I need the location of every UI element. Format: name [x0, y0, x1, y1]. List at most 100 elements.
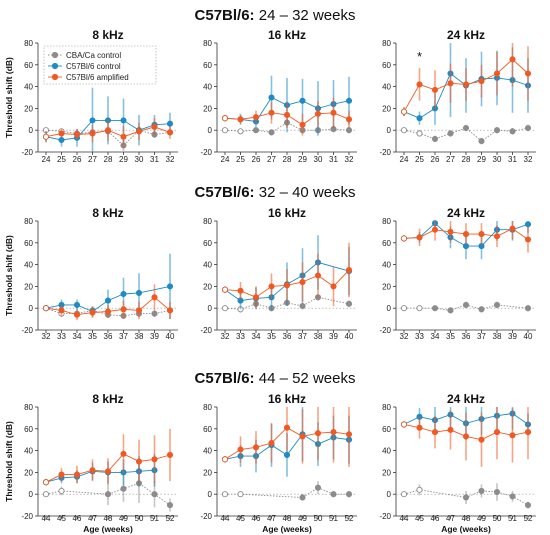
- data-point: [299, 97, 306, 104]
- y-tick-label: 60: [203, 425, 212, 434]
- x-tick-label: 31: [150, 155, 159, 164]
- x-tick-label: 28: [283, 155, 292, 164]
- legend-marker: [51, 62, 59, 70]
- x-tick-label: 51: [150, 514, 159, 523]
- y-tick-label: 60: [382, 61, 391, 70]
- data-point: [120, 117, 127, 124]
- data-point: [252, 294, 260, 301]
- data-point: [237, 116, 244, 123]
- data-point: [416, 486, 423, 493]
- x-tick-label: 39: [150, 332, 159, 341]
- data-point: [493, 127, 501, 134]
- y-tick-label: -20: [200, 326, 212, 335]
- x-tick-label: 34: [431, 332, 440, 341]
- x-tick-label: 44: [400, 514, 409, 523]
- x-tick-label: 25: [415, 155, 424, 164]
- chart-panel: 8 kHz -20 0 20 40 60 80 24 25 26 27 28 29 30 31 32 Thres…: [4, 28, 178, 164]
- data-point: [462, 124, 470, 132]
- x-tick-label: 31: [329, 155, 338, 164]
- data-point: [345, 300, 353, 307]
- y-tick-label: 20: [24, 104, 33, 113]
- data-point: [58, 487, 65, 494]
- y-tick-label: 60: [24, 425, 33, 434]
- chart-panel: 16 kHz -20 0 20 40 60 80 24 25 26 27 28 29 30 31 32: [200, 28, 357, 164]
- x-tick-label: 49: [119, 514, 128, 523]
- x-tick-label: 35: [446, 332, 455, 341]
- data-point: [345, 127, 353, 134]
- y-tick-label: 20: [382, 282, 391, 291]
- data-point: [478, 487, 485, 494]
- x-tick-label: 26: [252, 155, 261, 164]
- data-point: [524, 502, 532, 509]
- data-point: [221, 305, 229, 312]
- x-tick-label: 37: [477, 332, 486, 341]
- data-point: [135, 458, 143, 465]
- data-point: [478, 231, 485, 238]
- data-point: [151, 491, 158, 498]
- data-point: [314, 484, 322, 491]
- x-tick-label: 45: [236, 514, 245, 523]
- legend-box: [43, 45, 157, 85]
- x-tick-label: 40: [524, 332, 533, 341]
- y-tick-label: 20: [24, 468, 33, 477]
- row-title-range: 44 – 52 weeks: [255, 370, 356, 387]
- x-tick-label: 33: [236, 332, 245, 341]
- y-tick-label: 0: [208, 490, 213, 499]
- row-title: C57Bl/6: 32 – 40 weeks: [195, 184, 356, 201]
- x-tick-label: 52: [345, 514, 354, 523]
- data-point: [462, 81, 470, 88]
- series-line: [225, 487, 349, 498]
- x-tick-label: 48: [104, 514, 113, 523]
- row-title-range: 32 – 40 weeks: [255, 184, 356, 201]
- x-tick-label: 34: [252, 332, 261, 341]
- x-tick-label: 36: [283, 332, 292, 341]
- y-tick-label: 20: [382, 104, 391, 113]
- x-tick-label: 30: [135, 155, 144, 164]
- data-point: [431, 429, 439, 436]
- data-point: [345, 116, 353, 123]
- data-point: [151, 456, 158, 463]
- x-tick-label: 25: [57, 155, 66, 164]
- data-point: [524, 124, 532, 132]
- y-tick-label: 60: [203, 61, 212, 70]
- row-title-bold: C57Bl/6:: [195, 7, 255, 24]
- y-tick-label: 60: [24, 61, 33, 70]
- x-tick-label: 50: [314, 514, 323, 523]
- data-point: [447, 307, 454, 314]
- data-point: [283, 451, 291, 459]
- x-tick-label: 24: [221, 155, 230, 164]
- data-point: [89, 309, 96, 316]
- data-point: [462, 301, 470, 308]
- y-tick-label: 40: [382, 83, 391, 92]
- x-tick-label: 33: [415, 332, 424, 341]
- data-point: [416, 424, 423, 431]
- data-point: [509, 56, 516, 63]
- data-point: [400, 305, 408, 312]
- y-axis-label: Threshold shift (dB): [4, 421, 14, 502]
- y-tick-label: 20: [203, 104, 212, 113]
- x-tick-label: 38: [314, 332, 323, 341]
- y-tick-label: 40: [382, 261, 391, 270]
- y-tick-label: -20: [379, 148, 391, 157]
- y-tick-label: -20: [21, 512, 33, 521]
- data-point: [524, 429, 532, 436]
- legend-label: C57Bl/6 control: [66, 62, 121, 71]
- x-tick-label: 25: [236, 155, 245, 164]
- data-point: [431, 305, 439, 312]
- data-point: [509, 432, 516, 439]
- data-point: [462, 433, 470, 440]
- y-tick-label: 80: [24, 217, 33, 226]
- x-tick-label: 52: [166, 514, 175, 523]
- data-point: [416, 234, 423, 241]
- x-tick-label: 32: [42, 332, 51, 341]
- x-tick-label: 35: [88, 332, 97, 341]
- data-point: [151, 310, 158, 317]
- y-tick-label: 40: [24, 261, 33, 270]
- x-tick-label: 44: [221, 514, 230, 523]
- chart-panel: 24 kHz -20 0 20 40 60 80 32 33 34 35 36 37 38 39 40: [379, 206, 536, 341]
- data-point: [104, 468, 112, 475]
- data-point: [345, 491, 353, 498]
- x-tick-label: 26: [73, 155, 82, 164]
- row-title-bold: C57Bl/6:: [195, 370, 255, 387]
